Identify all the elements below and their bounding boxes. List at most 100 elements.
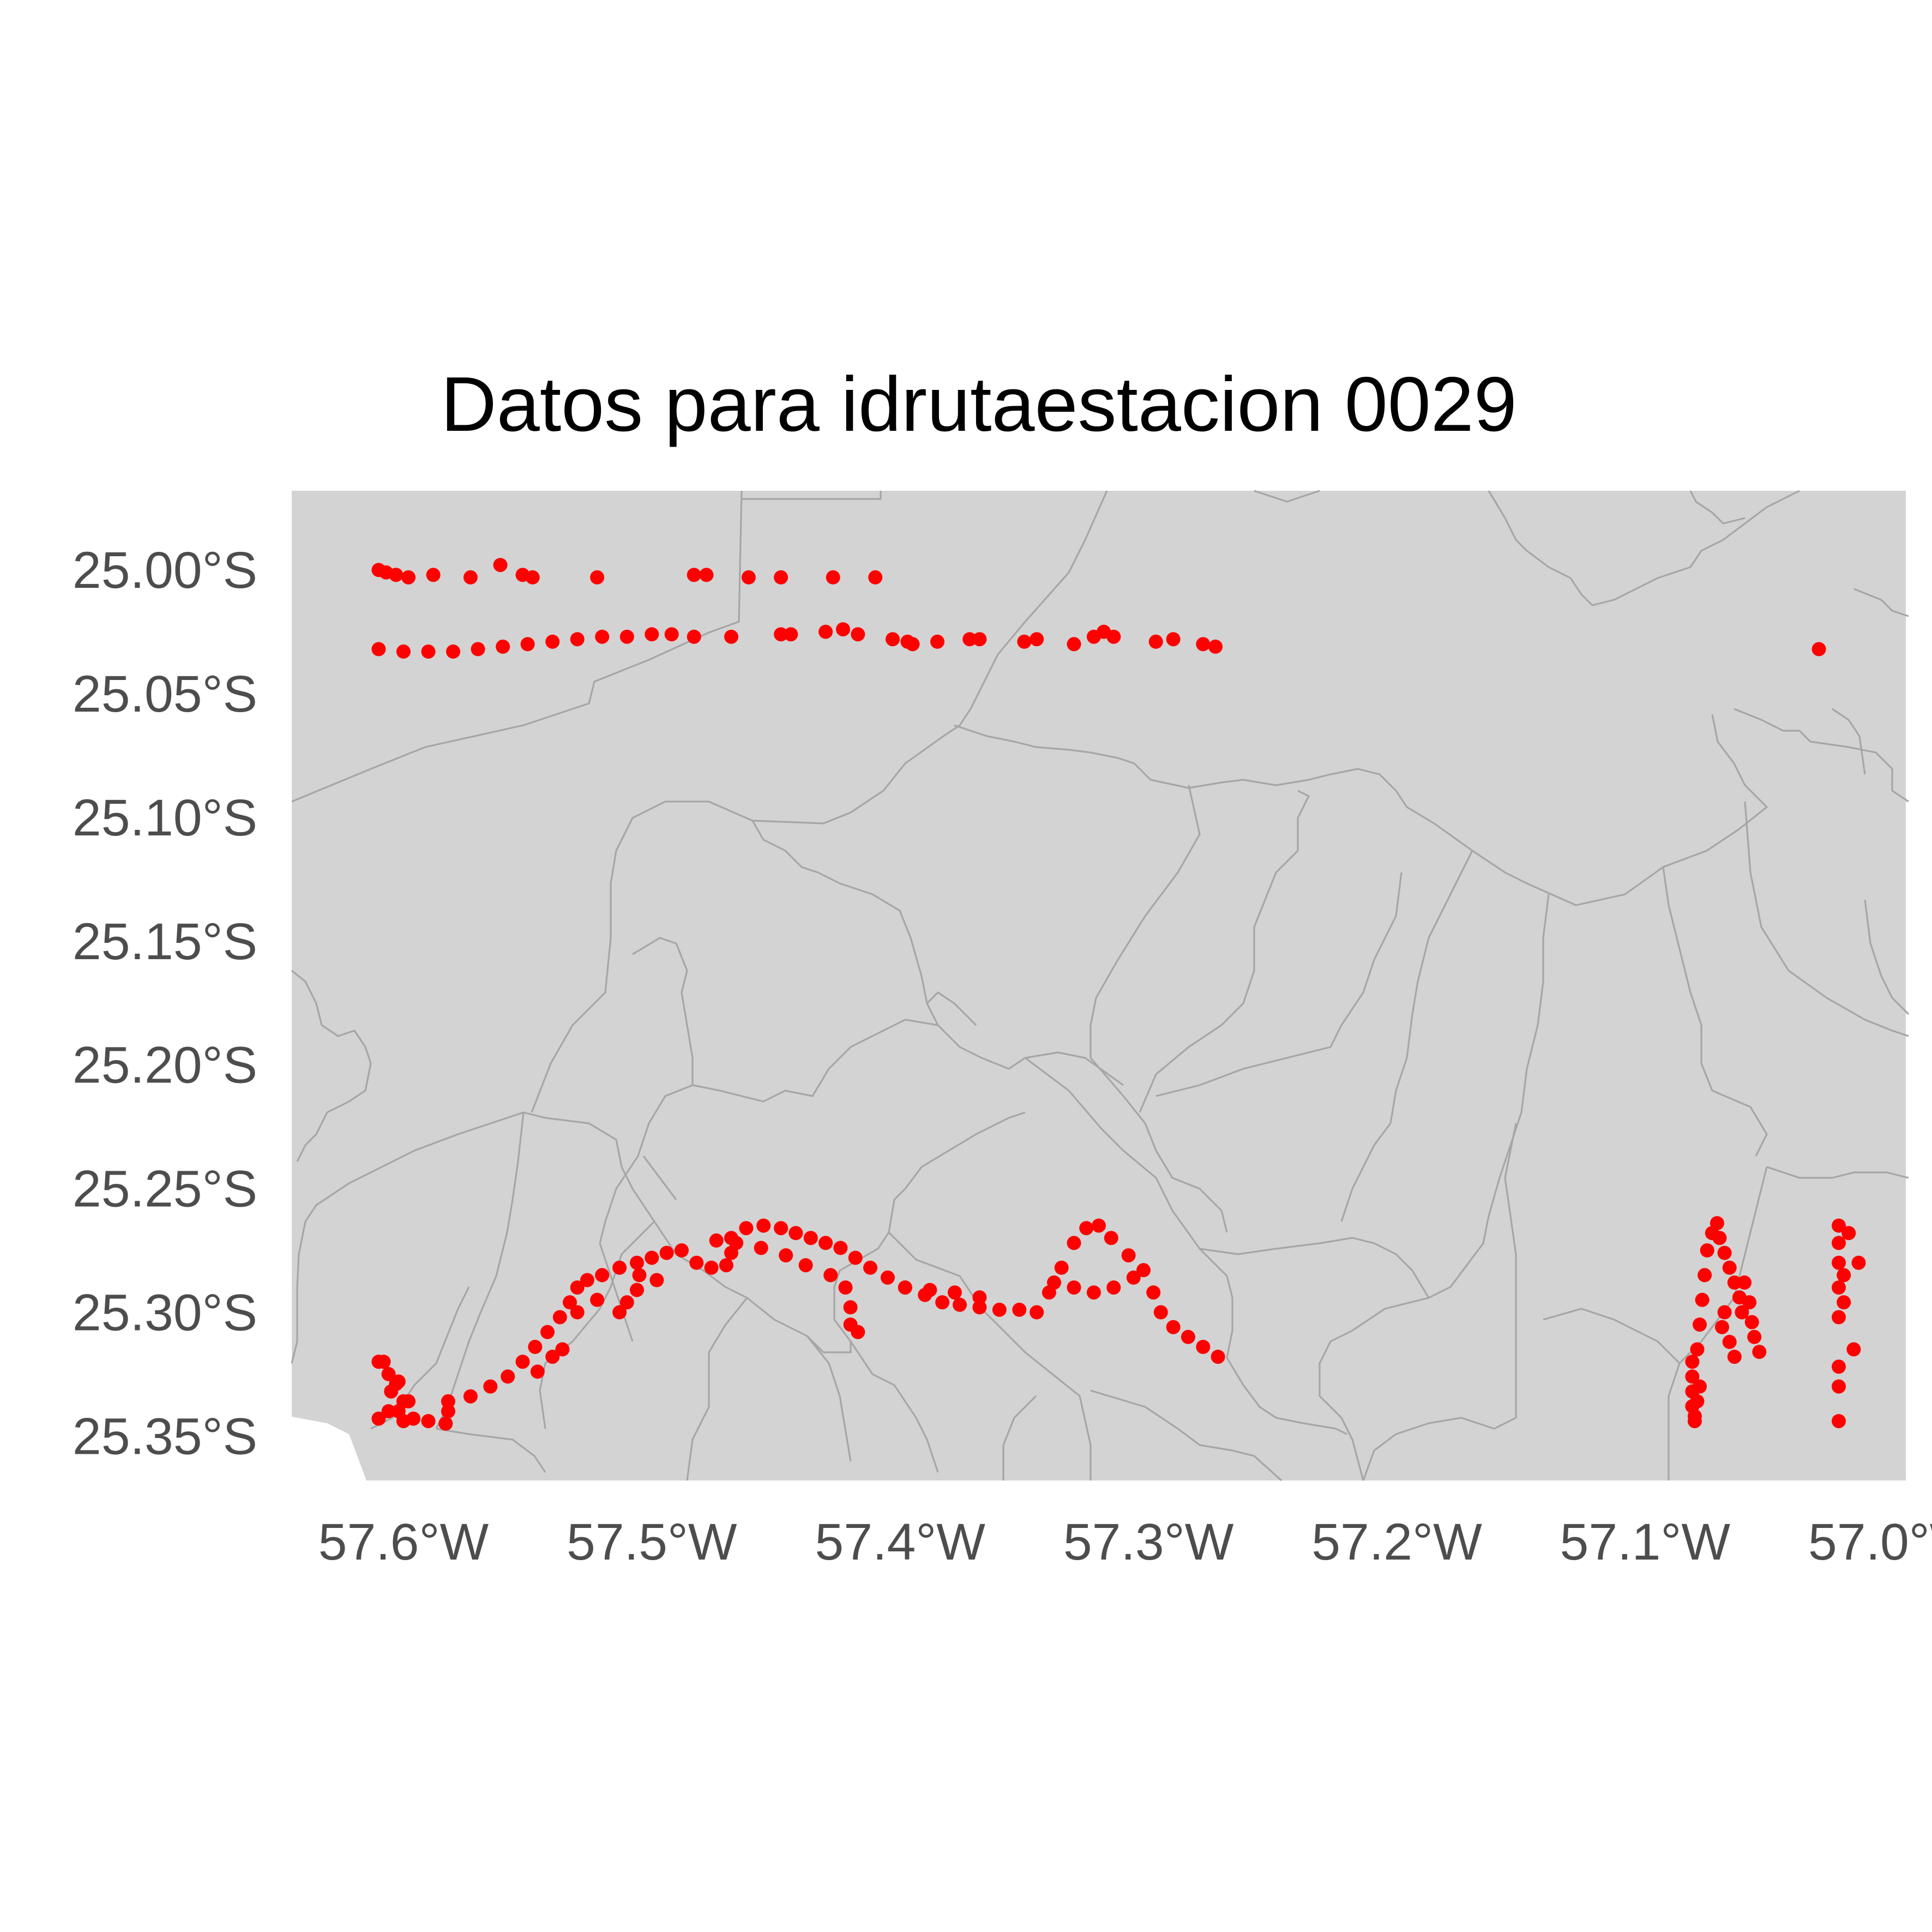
track-point	[590, 1292, 605, 1307]
track-point	[848, 1250, 863, 1265]
track-point	[520, 637, 535, 652]
track-point	[421, 644, 436, 659]
track-point	[836, 622, 850, 637]
track-point	[645, 627, 659, 642]
track-point	[1148, 634, 1163, 649]
track-point	[1153, 1305, 1168, 1320]
track-point	[1717, 1305, 1732, 1320]
y-tick-label: 25.00°S	[73, 541, 257, 599]
track-point	[1086, 1285, 1101, 1300]
track-point	[1690, 1342, 1705, 1357]
track-point	[947, 1285, 962, 1300]
track-point	[719, 1258, 733, 1273]
track-point	[501, 1369, 515, 1384]
track-point	[396, 644, 411, 659]
track-point	[1067, 1280, 1081, 1295]
track-point	[540, 1325, 555, 1339]
track-point	[426, 568, 441, 582]
track-point	[962, 632, 977, 647]
track-point	[1685, 1355, 1700, 1369]
track-point	[649, 1273, 664, 1287]
track-point	[612, 1305, 627, 1320]
track-point	[863, 1260, 877, 1275]
track-point	[552, 1310, 567, 1325]
track-point	[1742, 1295, 1757, 1310]
track-point	[1685, 1369, 1700, 1384]
track-point	[645, 1250, 659, 1265]
track-point	[381, 1367, 396, 1381]
track-point	[1747, 1329, 1762, 1344]
track-point	[818, 624, 833, 639]
track-point	[784, 627, 798, 642]
track-point	[1126, 1270, 1141, 1285]
track-point	[1211, 1350, 1225, 1364]
track-point	[1695, 1292, 1710, 1307]
track-point	[1067, 1236, 1081, 1250]
track-point	[880, 1270, 895, 1285]
track-point	[972, 1290, 987, 1305]
y-tick-label: 25.30°S	[73, 1284, 257, 1342]
track-point	[1832, 1359, 1846, 1374]
track-point	[851, 1325, 865, 1339]
track-point	[570, 632, 585, 647]
track-point	[1030, 632, 1044, 647]
track-point	[570, 1280, 585, 1295]
track-point	[483, 1379, 498, 1394]
track-point	[1196, 637, 1211, 652]
track-point	[1846, 1342, 1861, 1357]
track-point	[675, 1243, 689, 1257]
track-point	[1690, 1394, 1705, 1409]
track-point	[798, 1258, 813, 1273]
track-point	[992, 1302, 1007, 1317]
track-point	[664, 627, 679, 642]
track-point	[555, 1342, 570, 1357]
track-point	[1166, 1320, 1181, 1334]
track-point	[1136, 1263, 1151, 1278]
track-point	[381, 1404, 396, 1418]
track-point	[1693, 1317, 1707, 1332]
track-point	[886, 632, 900, 647]
track-point	[1832, 1236, 1846, 1250]
track-point	[754, 1241, 768, 1255]
track-point	[1727, 1275, 1742, 1290]
x-axis-ticks: 57.6°W 57.5°W 57.4°W 57.3°W 57.2°W 57.1°W 57.0…	[318, 1513, 1932, 1571]
track-point	[619, 1295, 634, 1310]
track-point	[1121, 1248, 1136, 1263]
track-point	[493, 558, 508, 573]
track-point	[1030, 1305, 1044, 1320]
track-point	[1851, 1255, 1866, 1270]
track-point	[389, 1377, 404, 1391]
track-point	[619, 629, 634, 644]
track-point	[401, 1394, 416, 1409]
track-point	[1012, 1302, 1027, 1317]
track-point	[1832, 1218, 1846, 1233]
track-point	[1017, 634, 1032, 649]
track-point	[843, 1300, 858, 1315]
track-point	[1832, 1414, 1846, 1429]
track-point	[1106, 629, 1121, 644]
track-point	[438, 1416, 453, 1431]
track-point	[1722, 1260, 1737, 1275]
track-point	[774, 570, 789, 585]
track-point	[1737, 1275, 1752, 1290]
track-point	[1687, 1409, 1702, 1423]
y-tick-label: 25.05°S	[73, 665, 257, 723]
track-point	[1054, 1260, 1069, 1275]
track-point	[1727, 1350, 1742, 1364]
track-point	[724, 629, 738, 644]
track-point	[612, 1260, 627, 1275]
track-points	[371, 558, 1866, 1431]
track-point	[1698, 1268, 1712, 1283]
track-point	[930, 634, 944, 649]
track-point	[1181, 1329, 1195, 1344]
track-point	[570, 1305, 585, 1320]
track-point	[446, 644, 460, 659]
track-point	[1811, 642, 1826, 657]
track-point	[1166, 632, 1181, 647]
track-point	[463, 1389, 478, 1404]
track-point	[803, 1231, 818, 1245]
track-point	[1832, 1310, 1846, 1325]
track-point	[471, 642, 485, 657]
track-point	[774, 627, 789, 642]
